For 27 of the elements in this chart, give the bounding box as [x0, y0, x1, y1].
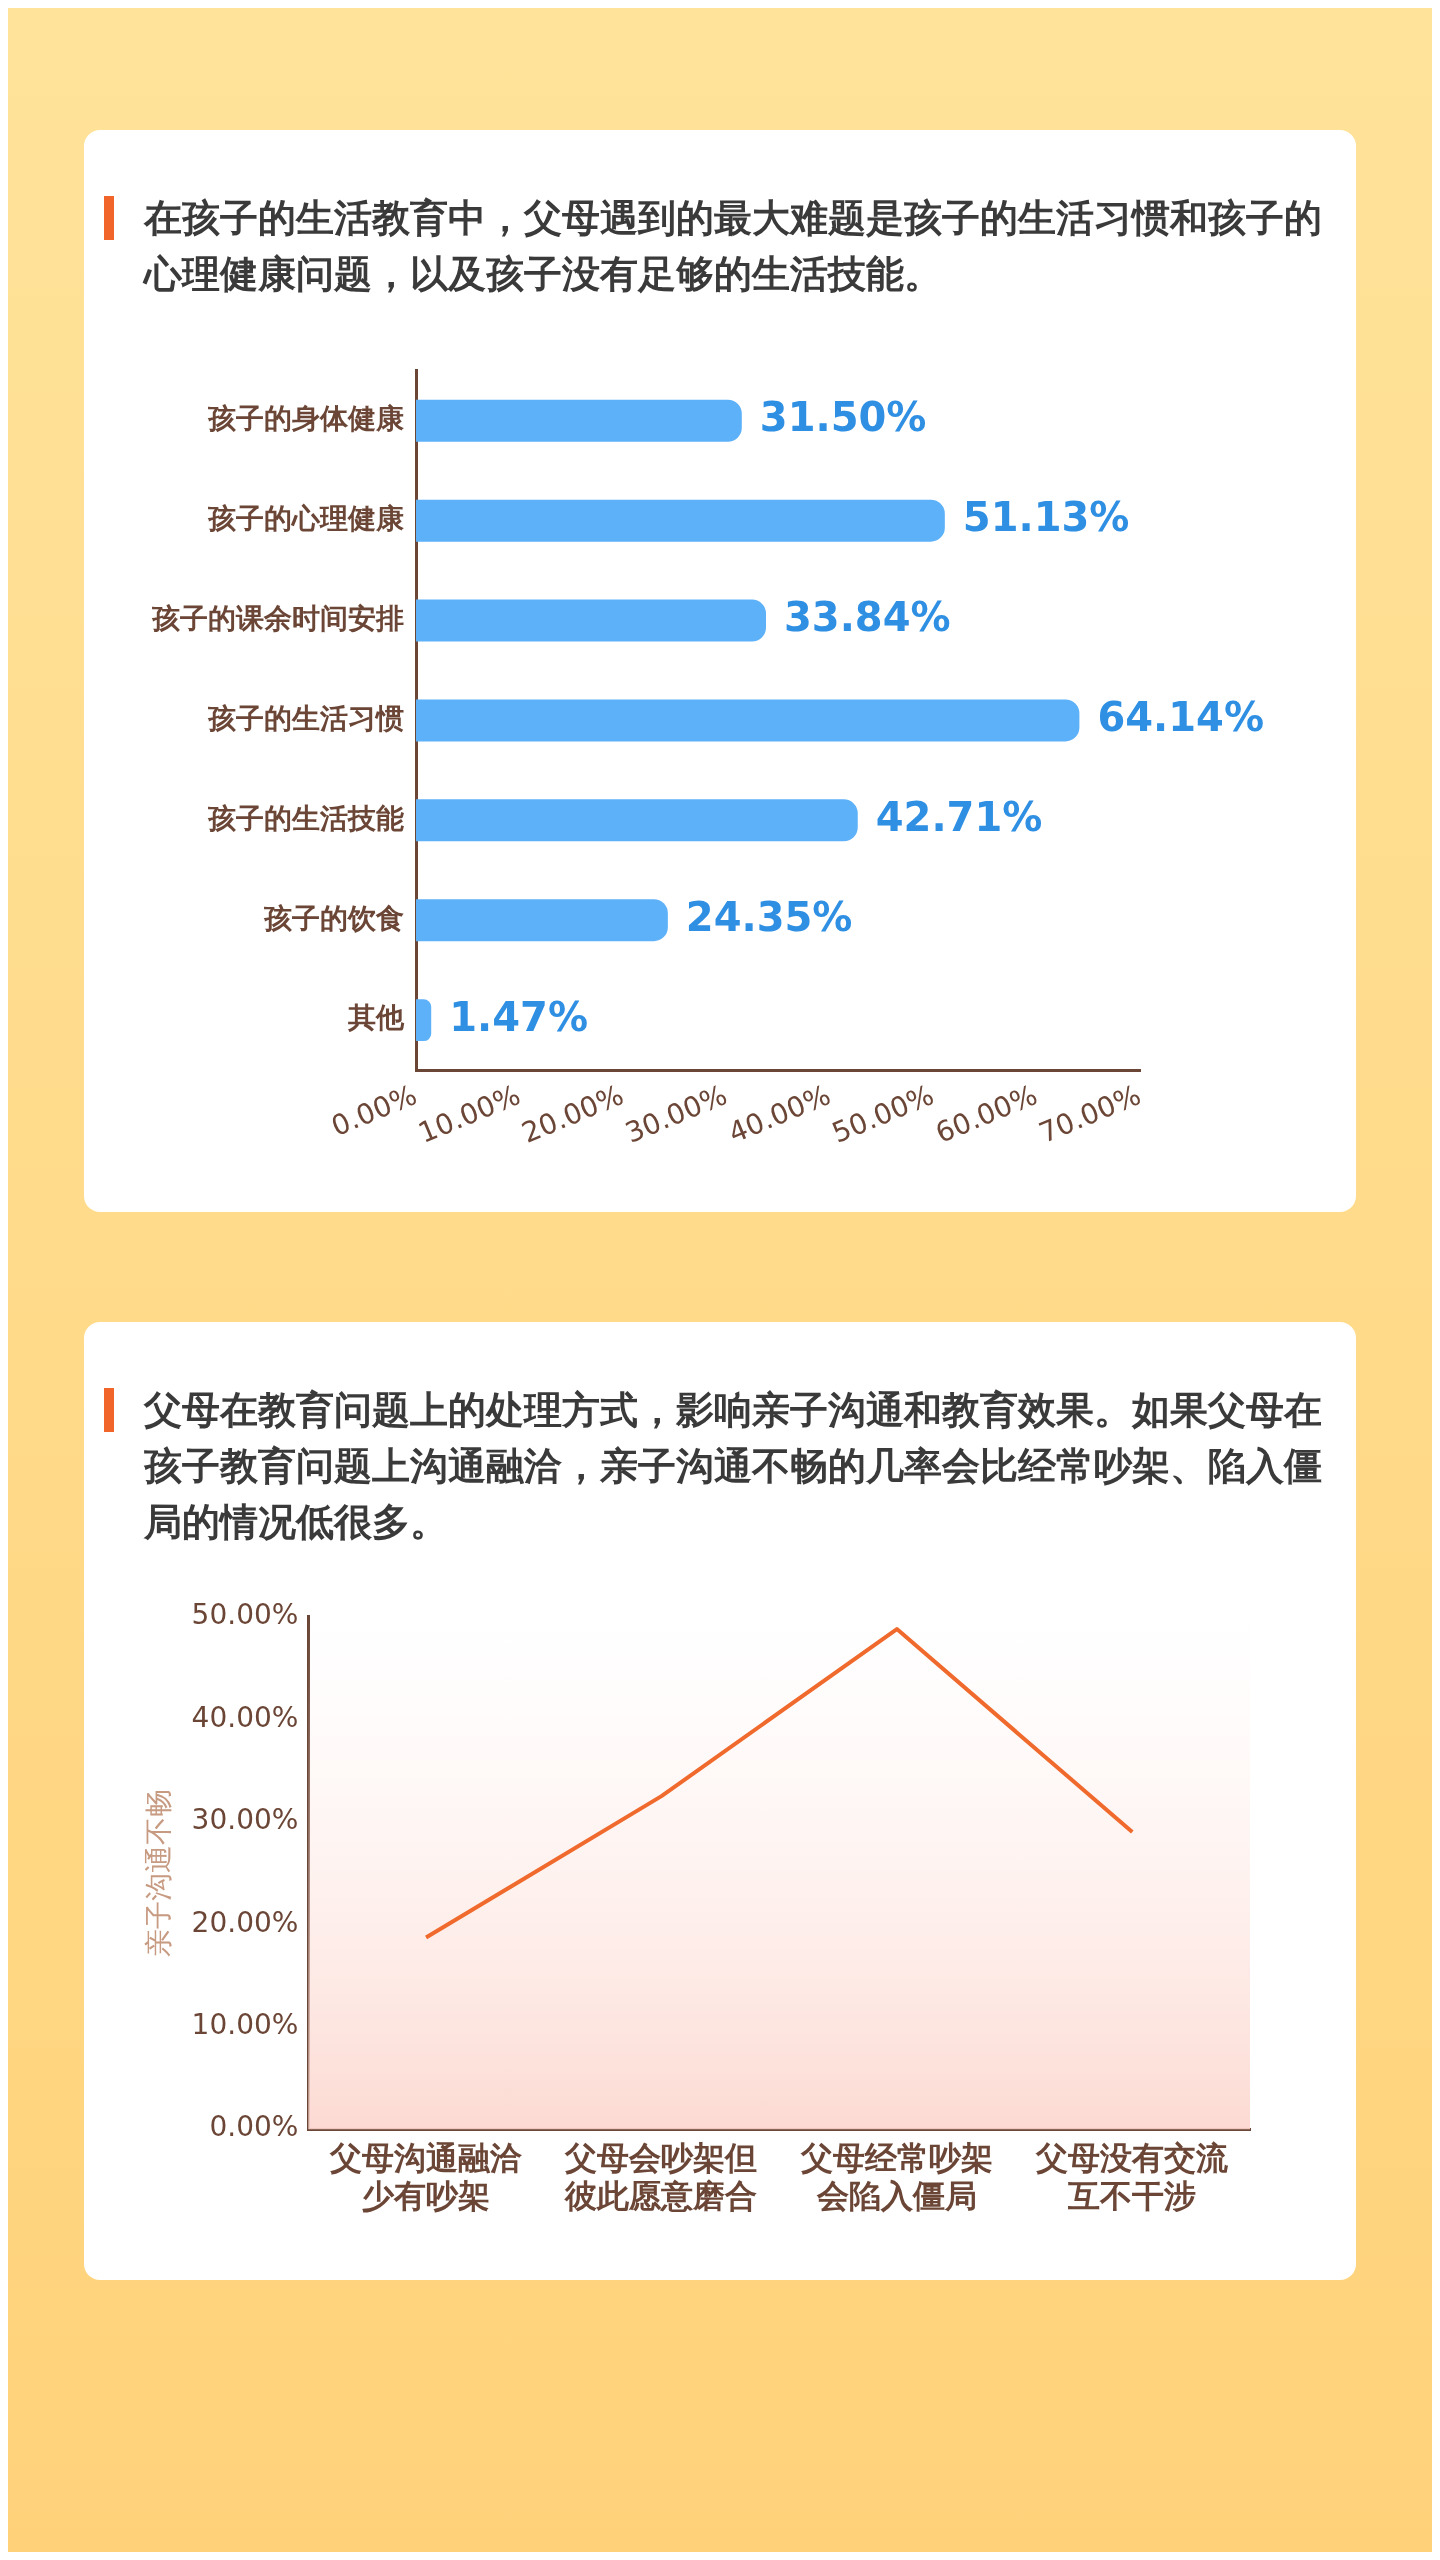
- data-label: 42.71%: [875, 793, 1043, 840]
- y-tick-label: 其他: [347, 1001, 405, 1035]
- y-tick-label: 50.00%: [191, 1598, 299, 1632]
- y-tick-label: 孩子的生活技能: [207, 801, 404, 835]
- y-tick-label: 孩子的身体健康: [207, 402, 404, 436]
- data-label: 24.35%: [685, 893, 853, 940]
- y-tick-label: 孩子的饮食: [263, 901, 404, 935]
- y-tick-label: 孩子的生活习惯: [207, 701, 404, 735]
- data-label: 33.84%: [784, 593, 951, 640]
- chart-title: 父母在教育问题上的处理方式，影响亲子沟通和教育效果。如果父母在孩子教育问题上沟通融洽，亲子沟通不畅的几率会比经常吵架、陷入僵局的情况低很多。: [144, 1387, 1323, 1546]
- y-tick-label: 孩子的课余时间安排: [151, 601, 404, 635]
- x-tick-label: 父母沟通融洽少有吵架: [329, 2138, 524, 2216]
- y-tick-label: 30.00%: [191, 1803, 299, 1837]
- y-tick-label: 40.00%: [191, 1700, 299, 1734]
- data-label: 1.47%: [449, 993, 588, 1040]
- x-tick-label: 父母会吵架但彼此愿意磨合: [564, 2138, 758, 2216]
- chart-title: 在孩子的生活教育中，父母遇到的最大难题是孩子的生活习惯和孩子的心理健康问题，以及孩子没有足够的生活技能。: [144, 195, 1323, 298]
- y-tick-label: 孩子的心理健康: [207, 501, 404, 535]
- data-label: 31.50%: [759, 394, 927, 441]
- x-tick-label: 父母经常吵架会陷入僵局: [799, 2138, 993, 2216]
- data-label: 51.13%: [962, 494, 1130, 541]
- y-axis-title: 亲子沟通不畅: [142, 1789, 176, 1957]
- y-tick-label: 10.00%: [191, 2008, 299, 2041]
- data-label: 64.14%: [1097, 693, 1264, 740]
- x-tick-label: 父母没有交流互不干涉: [1035, 2138, 1230, 2216]
- y-tick-label: 0.00%: [209, 2110, 299, 2144]
- y-tick-label: 20.00%: [191, 1905, 299, 1939]
